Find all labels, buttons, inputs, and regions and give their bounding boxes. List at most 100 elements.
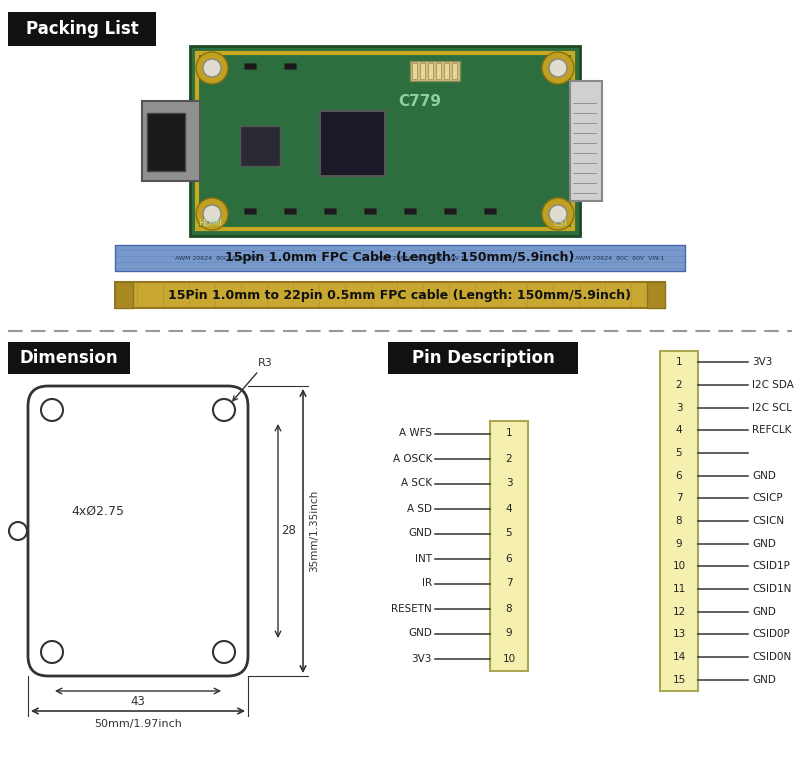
Bar [197, 53, 573, 229]
Bar [115, 282, 665, 308]
Text: 3: 3 [676, 403, 682, 413]
Bar [428, 63, 433, 79]
Bar [240, 126, 280, 166]
Text: 3V3: 3V3 [412, 653, 432, 663]
Text: CSI: CSI [553, 220, 567, 228]
Bar [388, 342, 578, 374]
Text: REFCLK: REFCLK [752, 425, 791, 435]
Text: GND: GND [752, 675, 776, 685]
Text: R3: R3 [233, 358, 273, 401]
Text: GND: GND [408, 628, 432, 639]
Circle shape [549, 205, 567, 223]
Text: 35mm/1.35inch: 35mm/1.35inch [309, 490, 319, 572]
Text: 6: 6 [676, 470, 682, 481]
Text: Packing List: Packing List [26, 20, 138, 38]
Text: 13: 13 [672, 630, 686, 640]
Bar [8, 12, 156, 46]
Text: 7: 7 [676, 493, 682, 503]
Text: 10: 10 [502, 653, 515, 663]
Text: CSICP: CSICP [752, 493, 782, 503]
Bar [444, 63, 449, 79]
Text: 5: 5 [676, 448, 682, 458]
Circle shape [203, 205, 221, 223]
Bar [8, 342, 130, 374]
Bar [410, 61, 460, 81]
Text: AWM 20624  80C  60V  VW-1: AWM 20624 80C 60V VW-1 [575, 256, 665, 260]
Text: 11: 11 [672, 584, 686, 594]
Circle shape [196, 52, 228, 84]
Bar [420, 63, 425, 79]
Circle shape [196, 198, 228, 230]
Text: 43: 43 [130, 695, 146, 708]
Circle shape [542, 198, 574, 230]
Text: 14: 14 [672, 652, 686, 662]
Text: 10: 10 [673, 561, 686, 571]
Text: AWM 20624  80C  60V  VW-1: AWM 20624 80C 60V VW-1 [175, 256, 265, 260]
Bar [647, 282, 665, 308]
Text: INT: INT [415, 554, 432, 564]
Text: 3V3: 3V3 [752, 357, 772, 368]
Bar [244, 63, 256, 69]
Bar [190, 46, 580, 236]
Text: 15: 15 [672, 675, 686, 685]
Bar [147, 113, 185, 171]
Bar [115, 282, 133, 308]
Text: Pin Description: Pin Description [412, 349, 554, 367]
Bar [244, 208, 256, 214]
Bar [284, 63, 296, 69]
Text: 1: 1 [506, 428, 512, 438]
Text: 9: 9 [506, 628, 512, 639]
Bar [452, 63, 457, 79]
Bar [660, 351, 698, 691]
Bar [490, 421, 528, 671]
Text: 15Pin 1.0mm to 22pin 0.5mm FPC cable (Length: 150mm/5.9inch): 15Pin 1.0mm to 22pin 0.5mm FPC cable (Le… [169, 289, 631, 302]
Text: CSID1N: CSID1N [752, 584, 791, 594]
Bar [115, 245, 685, 271]
Text: GND: GND [752, 607, 776, 617]
Circle shape [542, 52, 574, 84]
Text: 9: 9 [676, 538, 682, 548]
Circle shape [203, 59, 221, 77]
Text: AWM 20624  80C  60V  VW-1: AWM 20624 80C 60V VW-1 [375, 256, 465, 260]
Bar [364, 208, 376, 214]
Text: 8: 8 [506, 604, 512, 614]
Text: GND: GND [752, 538, 776, 548]
Text: Dimension: Dimension [20, 349, 118, 367]
Text: HDMI: HDMI [198, 220, 222, 228]
Text: 50mm/1.97inch: 50mm/1.97inch [94, 719, 182, 729]
Bar [412, 63, 417, 79]
Text: A SD: A SD [407, 503, 432, 513]
Bar [484, 208, 496, 214]
Text: A OSCK: A OSCK [393, 453, 432, 463]
Text: 3: 3 [506, 479, 512, 489]
Text: CSID1P: CSID1P [752, 561, 790, 571]
Text: I2C SDA: I2C SDA [752, 380, 794, 390]
Text: 5: 5 [506, 529, 512, 538]
Text: 15pin 1.0mm FPC Cable (Length: 150mm/5.9inch): 15pin 1.0mm FPC Cable (Length: 150mm/5.9… [226, 251, 574, 264]
Bar [324, 208, 336, 214]
Bar [436, 63, 441, 79]
Text: 1: 1 [676, 357, 682, 368]
Text: IR: IR [422, 578, 432, 588]
Text: A WFS: A WFS [399, 428, 432, 438]
Bar [284, 208, 296, 214]
Text: 7: 7 [506, 578, 512, 588]
Text: 2: 2 [676, 380, 682, 390]
Text: CSID0P: CSID0P [752, 630, 790, 640]
Text: CSICN: CSICN [752, 516, 784, 526]
Text: GND: GND [408, 529, 432, 538]
Text: A SCK: A SCK [401, 479, 432, 489]
Text: 4: 4 [506, 503, 512, 513]
Bar [142, 101, 200, 181]
Bar [404, 208, 416, 214]
Text: CSID0N: CSID0N [752, 652, 791, 662]
Bar [320, 111, 385, 176]
Text: 12: 12 [672, 607, 686, 617]
Text: RESETN: RESETN [391, 604, 432, 614]
Text: 28: 28 [281, 525, 296, 538]
Text: 4xØ2.75: 4xØ2.75 [71, 505, 125, 518]
Bar [444, 208, 456, 214]
Circle shape [549, 59, 567, 77]
Text: I2C SCL: I2C SCL [752, 403, 792, 413]
Text: 4: 4 [676, 425, 682, 435]
